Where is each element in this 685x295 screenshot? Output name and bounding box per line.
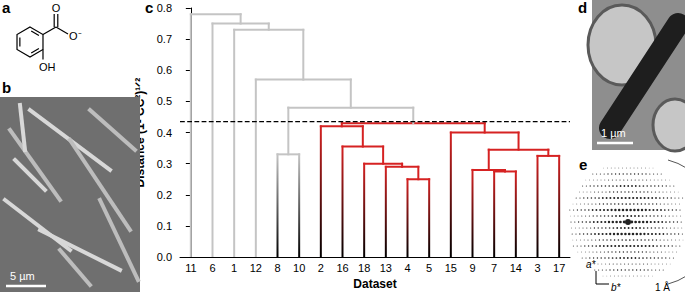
svg-text:2: 2 (318, 262, 324, 274)
svg-text:e: e (579, 156, 587, 173)
svg-text:14: 14 (510, 262, 522, 274)
svg-text:3: 3 (534, 262, 540, 274)
svg-text:d: d (578, 0, 587, 16)
svg-text:4: 4 (404, 262, 410, 274)
svg-text:1 µm: 1 µm (601, 127, 626, 139)
svg-text:10: 10 (293, 262, 305, 274)
svg-text:0.2: 0.2 (157, 189, 172, 201)
svg-text:7: 7 (491, 262, 497, 274)
svg-text:OH: OH (39, 61, 56, 73)
svg-text:0.3: 0.3 (157, 158, 172, 170)
svg-text:0.1: 0.1 (157, 220, 172, 232)
svg-text:a: a (2, 0, 11, 16)
svg-text:16: 16 (336, 262, 348, 274)
svg-text:18: 18 (358, 262, 370, 274)
svg-text:1: 1 (231, 262, 237, 274)
svg-text:12: 12 (250, 262, 262, 274)
svg-text:O: O (52, 2, 61, 14)
svg-text:0.5: 0.5 (157, 95, 172, 107)
svg-text:c: c (145, 0, 153, 16)
svg-text:8: 8 (274, 262, 280, 274)
svg-text:9: 9 (469, 262, 475, 274)
svg-text:0.8: 0.8 (157, 2, 172, 14)
svg-text:5 µm: 5 µm (10, 270, 35, 282)
svg-text:0.7: 0.7 (157, 33, 172, 45)
svg-text:1 Å: 1 Å (655, 281, 670, 293)
svg-text:0.6: 0.6 (157, 64, 172, 76)
svg-text:b: b (2, 79, 11, 96)
svg-text:O⁻: O⁻ (69, 30, 82, 42)
svg-text:6: 6 (209, 262, 215, 274)
svg-text:0.0: 0.0 (157, 251, 172, 263)
svg-text:a*: a* (586, 259, 597, 270)
svg-text:b*: b* (611, 282, 622, 293)
svg-text:Dataset: Dataset (353, 277, 396, 291)
svg-text:0.4: 0.4 (157, 127, 172, 139)
svg-text:5: 5 (426, 262, 432, 274)
svg-text:11: 11 (185, 262, 196, 274)
svg-text:17: 17 (553, 262, 565, 274)
svg-text:13: 13 (380, 262, 392, 274)
svg-text:Distance (1- CC²)¹ᐟ²: Distance (1- CC²)¹ᐟ² (133, 78, 147, 188)
svg-text:15: 15 (445, 262, 457, 274)
